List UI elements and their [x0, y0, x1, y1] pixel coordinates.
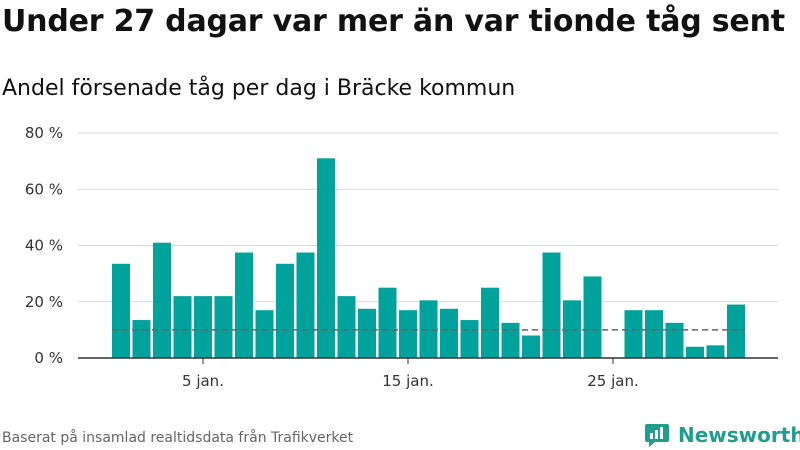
- bar: [665, 322, 684, 358]
- bar: [235, 252, 253, 358]
- bar: [132, 320, 151, 358]
- bar: [358, 308, 376, 358]
- bar: [624, 310, 643, 358]
- newsworthy-logo-icon: [645, 424, 669, 447]
- bar: [296, 252, 315, 358]
- chart-title: Under 27 dagar var mer än var tionde tåg…: [2, 4, 785, 39]
- bar: [645, 310, 663, 358]
- bar: [522, 335, 540, 358]
- bar: [153, 242, 171, 358]
- bar: [419, 300, 438, 358]
- bar: [686, 346, 704, 358]
- bar: [255, 310, 274, 358]
- bar: [378, 287, 397, 358]
- x-tick-label: 25 jan.: [587, 372, 639, 390]
- bar: [583, 276, 602, 358]
- y-tick-label: 20 %: [25, 293, 63, 311]
- bar: [337, 296, 356, 358]
- bar: [440, 308, 458, 358]
- bar-chart: 0 % 20 % 40 % 60 % 80 % 5 jan. 15 jan. 25 jan.: [25, 124, 778, 390]
- brand-logo: Newsworthy: [644, 420, 800, 450]
- x-tick-label: 15 jan.: [382, 372, 434, 390]
- bar: [727, 304, 745, 358]
- bar: [706, 345, 725, 358]
- bar: [317, 158, 335, 358]
- source-note: Baserat på insamlad realtidsdata från Tr…: [2, 430, 354, 446]
- y-tick-label: 60 %: [25, 180, 63, 198]
- y-tick-label: 0 %: [34, 349, 63, 367]
- y-tick-label: 40 %: [25, 237, 63, 255]
- bar: [481, 287, 499, 358]
- chart-subtitle: Andel försenade tåg per dag i Bräcke kom…: [2, 76, 516, 101]
- bar: [214, 296, 233, 358]
- brand-name: Newsworthy: [678, 423, 800, 447]
- x-tick-label: 5 jan.: [182, 372, 224, 390]
- bar: [399, 310, 417, 358]
- bar: [276, 263, 294, 358]
- y-tick-label: 80 %: [25, 124, 63, 142]
- bar: [194, 296, 212, 358]
- bar: [112, 263, 130, 358]
- bar: [501, 322, 520, 358]
- bar: [460, 320, 479, 358]
- bar: [173, 296, 192, 358]
- bar: [542, 252, 561, 358]
